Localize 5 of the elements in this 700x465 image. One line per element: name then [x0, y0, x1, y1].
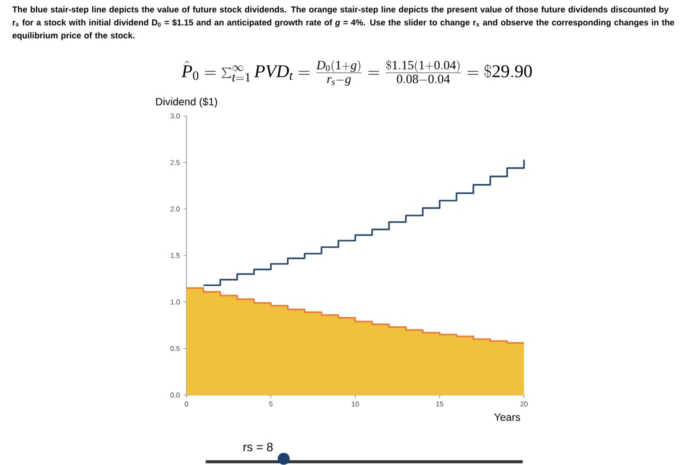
text: rs = 8 [244, 442, 273, 452]
chart-title: The blue stair-step line depicts the value of future stock dividends. The orange stair-step line depicts the present value of those future dividends discounted by r$_{s}$ for a stock with initial dividend D$_{0}$ = $1.15 and an anticipated growth rate of g = 4%. Use the slider to change r$_{s}$ and observe the corresponding changes in the equilibrium price of the stock. [12, 6, 674, 40]
chart-subtitle: $\hat{P}_0 = \sum_{t=1}^{\infty} PVD_t = \frac{D_0(1+g)}{r_s-g} = \frac{\$1.15(1+0.04)}{0.08-0.04} = \$29.90$ [181, 60, 532, 86]
x-axis-title: Years [494, 414, 520, 421]
y-axis-title: Dividend ($1) [156, 98, 218, 108]
